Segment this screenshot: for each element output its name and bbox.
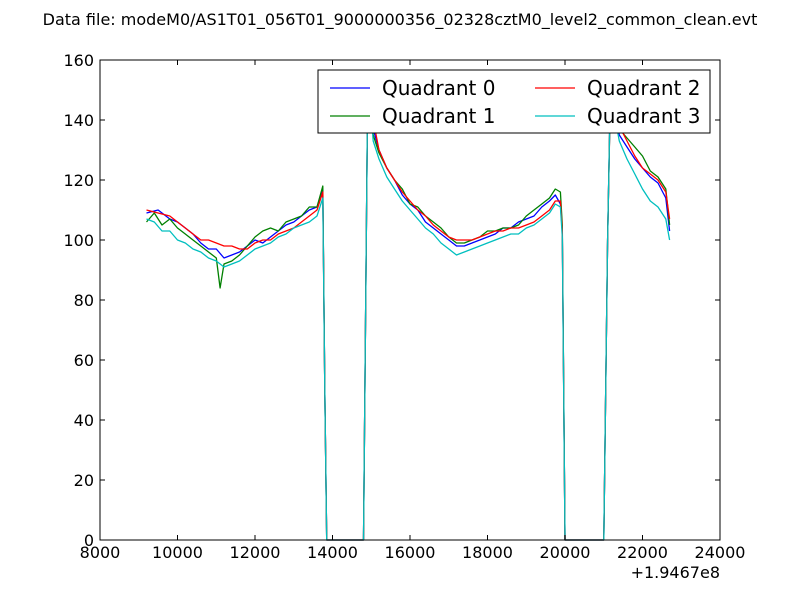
- chart-title: Data file: modeM0/AS1T01_056T01_90000003…: [43, 10, 758, 30]
- x-tick-label: 18000: [462, 543, 513, 562]
- y-tick-label: 140: [63, 111, 94, 130]
- x-tick-label: 24000: [695, 543, 746, 562]
- axes: 8000 10000 12000 14000 16000 18000 20000 22000 2…: [63, 51, 745, 562]
- legend-label-0: Quadrant 0: [382, 76, 495, 100]
- legend-box: [317, 69, 711, 134]
- legend-label-1: Quadrant 1: [382, 104, 495, 128]
- y-tick-label: 0: [84, 531, 94, 550]
- y-tick-label: 20: [74, 471, 94, 490]
- x-offset-label: +1.9467e8: [631, 563, 720, 582]
- y-tick-label: 40: [74, 411, 94, 430]
- legend: Quadrant 0 Quadrant 1 Quadrant 2 Quadrant 3: [317, 69, 711, 134]
- x-tick-label: 16000: [385, 543, 436, 562]
- series-line-2: [146, 77, 671, 541]
- series-lines: [146, 71, 671, 541]
- y-tick-label: 120: [63, 171, 94, 190]
- legend-label-2: Quadrant 2: [587, 76, 700, 100]
- series-line-0: [146, 71, 671, 541]
- x-tick-label: 14000: [307, 543, 358, 562]
- x-tick-label: 12000: [230, 543, 281, 562]
- legend-label-3: Quadrant 3: [587, 104, 700, 128]
- x-tick-label: 8000: [80, 543, 121, 562]
- y-tick-label: 80: [74, 291, 94, 310]
- series-line-3: [146, 74, 671, 541]
- series-line-1: [146, 74, 671, 541]
- x-tick-label: 22000: [617, 543, 668, 562]
- y-tick-label: 160: [63, 51, 94, 70]
- y-tick-label: 60: [74, 351, 94, 370]
- x-tick-label: 20000: [540, 543, 591, 562]
- x-tick-label: 10000: [152, 543, 203, 562]
- y-tick-label: 100: [63, 231, 94, 250]
